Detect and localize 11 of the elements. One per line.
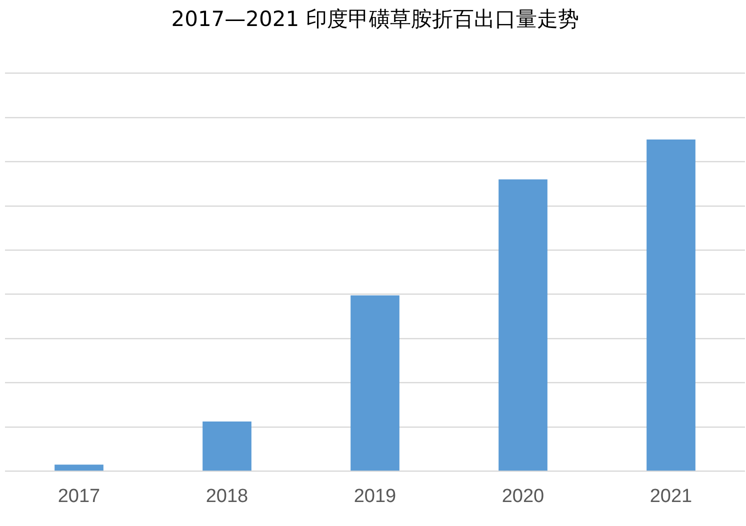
chart-title: 2017—2021 印度甲磺草胺折百出口量走势 bbox=[171, 7, 579, 32]
bar bbox=[646, 140, 696, 471]
bar bbox=[54, 464, 104, 471]
x-tick-label: 2018 bbox=[206, 486, 248, 507]
bar bbox=[202, 421, 252, 471]
x-tick-label: 2020 bbox=[502, 486, 544, 507]
x-tick-label: 2019 bbox=[354, 486, 396, 507]
bar bbox=[498, 179, 548, 471]
x-tick-label: 2021 bbox=[650, 486, 692, 507]
x-tick-label: 2017 bbox=[58, 486, 100, 507]
bar bbox=[350, 295, 400, 471]
